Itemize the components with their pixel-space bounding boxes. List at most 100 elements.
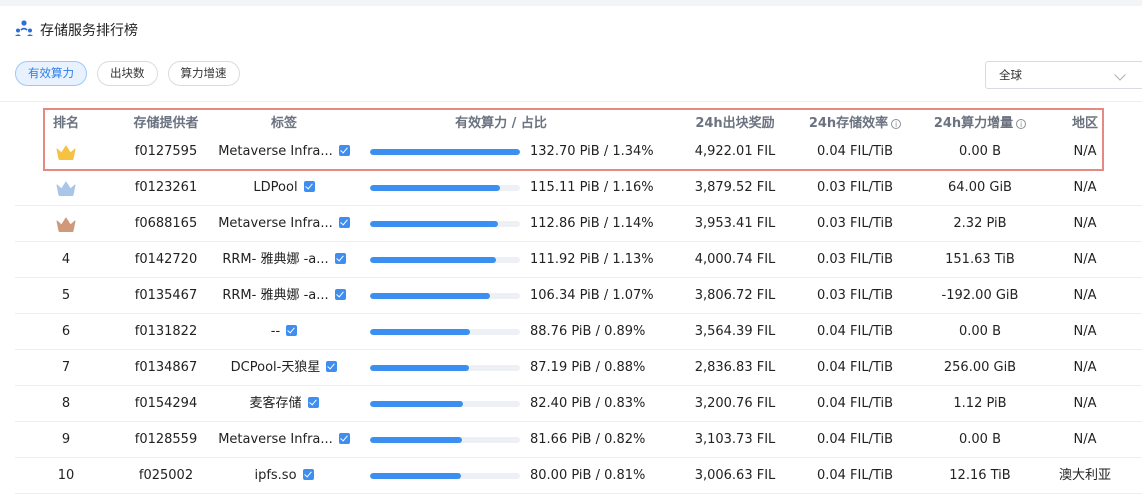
region-value: N/A: [1073, 432, 1097, 447]
table-row[interactable]: f0688165 Metaverse Infra... 112.86 PiB / 1…: [15, 206, 1142, 242]
block-reward-value: 3,103.73 FIL: [694, 432, 776, 447]
tab-effective-power[interactable]: 有效算力: [15, 61, 87, 86]
verified-check-icon: [303, 181, 315, 192]
power-share-bar-fill: [370, 437, 462, 443]
table-row[interactable]: 6 f0131822 -- 88.76 PiB / 0.89% 3,564.39 FIL…: [15, 314, 1142, 350]
power-share-bar-fill: [370, 329, 470, 335]
provider-tag[interactable]: DCPool-天狼星: [213, 350, 355, 386]
ranking-panel: 存储服务排行榜 有效算力 出块数 算力增速 全球: [0, 6, 1142, 500]
provider-tag[interactable]: RRM- 雅典娜 -a...: [213, 242, 355, 278]
provider-id-link[interactable]: f0123261: [134, 180, 198, 195]
column-header-increase[interactable]: 24h算力增量 i: [920, 112, 1040, 131]
provider-id-link[interactable]: f0127595: [134, 144, 198, 159]
column-header-efficiency[interactable]: 24h存储效率 i: [795, 112, 915, 131]
provider-id-link[interactable]: f0134867: [134, 360, 198, 375]
power-share-bar: [370, 458, 520, 494]
effective-power-value: 115.11 PiB / 1.16%: [530, 180, 654, 195]
panel-header: 存储服务排行榜: [14, 20, 138, 40]
divider: [0, 101, 1142, 102]
info-icon[interactable]: i: [1016, 119, 1027, 129]
region-value: N/A: [1073, 360, 1097, 375]
rank-number: 5: [61, 288, 71, 303]
region-value: 澳大利亚: [1058, 468, 1111, 483]
chevron-down-icon: [1114, 69, 1126, 81]
power-share-bar-fill: [370, 185, 500, 191]
region-select[interactable]: 全球: [985, 61, 1142, 89]
power-increase-value: -192.00 GiB: [941, 288, 1019, 303]
provider-id-link[interactable]: f0128559: [134, 432, 198, 447]
provider-tag-label: --: [270, 324, 281, 339]
metric-tabs: 有效算力 出块数 算力增速: [15, 61, 240, 86]
verified-check-icon: [338, 217, 350, 228]
rank-number: 6: [61, 324, 71, 339]
power-share-bar: [370, 242, 520, 278]
column-header-power[interactable]: 有效算力 / 占比: [455, 116, 547, 131]
table-row[interactable]: 4 f0142720 RRM- 雅典娜 -a... 111.92 PiB / 1.13…: [15, 242, 1142, 278]
table-row[interactable]: 9 f0128559 Metaverse Infra... 81.66 PiB / 0…: [15, 422, 1142, 458]
verified-check-icon: [338, 433, 350, 444]
provider-id-link[interactable]: f0154294: [134, 396, 198, 411]
provider-id-link[interactable]: f0135467: [134, 288, 198, 303]
region-value: N/A: [1073, 180, 1097, 195]
provider-tag[interactable]: Metaverse Infra...: [213, 422, 355, 458]
power-share-bar: [370, 314, 520, 350]
table-row[interactable]: 7 f0134867 DCPool-天狼星 87.19 PiB / 0.88% 2,83…: [15, 350, 1142, 386]
storage-efficiency-value: 0.04 FIL/TiB: [816, 396, 894, 411]
block-reward-value: 3,879.52 FIL: [694, 180, 776, 195]
provider-tag[interactable]: Metaverse Infra...: [213, 206, 355, 242]
tab-blocks[interactable]: 出块数: [97, 61, 158, 86]
effective-power-value: 106.34 PiB / 1.07%: [530, 288, 654, 303]
storage-efficiency-value: 0.03 FIL/TiB: [816, 216, 894, 231]
verified-check-icon: [338, 145, 350, 156]
column-header-tag: 标签: [270, 116, 297, 131]
provider-tag[interactable]: ipfs.so: [213, 458, 355, 494]
provider-tag[interactable]: 麦客存储: [213, 386, 355, 422]
provider-tag[interactable]: --: [213, 314, 355, 350]
provider-id-link[interactable]: f0131822: [134, 324, 198, 339]
verified-check-icon: [302, 469, 314, 480]
block-reward-value: 3,006.63 FIL: [694, 468, 776, 483]
column-header-reward[interactable]: 24h出块奖励: [695, 116, 775, 131]
power-share-bar-fill: [370, 401, 463, 407]
tab-power-growth[interactable]: 算力增速: [167, 61, 240, 86]
effective-power-value: 82.40 PiB / 0.83%: [530, 396, 646, 411]
power-share-bar-fill: [370, 365, 469, 371]
power-share-bar: [370, 170, 520, 206]
column-header-efficiency-label: 24h存储效率: [808, 116, 889, 131]
effective-power-value: 88.76 PiB / 0.89%: [530, 324, 646, 339]
provider-tag-label: Metaverse Infra...: [218, 432, 333, 447]
power-increase-value: 64.00 GiB: [948, 180, 1012, 195]
provider-id-link[interactable]: f0688165: [134, 216, 198, 231]
table-row[interactable]: 10 f025002 ipfs.so 80.00 PiB / 0.81% 3,006.6…: [15, 458, 1142, 494]
effective-power-value: 111.92 PiB / 1.13%: [530, 252, 654, 267]
power-share-bar: [370, 350, 520, 386]
power-share-bar: [370, 206, 520, 242]
column-header-region: 地区: [1071, 116, 1098, 131]
power-increase-value: 2.32 PiB: [953, 216, 1007, 231]
column-header-provider: 存储提供者: [133, 116, 199, 131]
provider-id-link[interactable]: f0142720: [134, 252, 198, 267]
rank-number: 8: [61, 396, 71, 411]
provider-tag[interactable]: LDPool: [213, 170, 355, 206]
provider-tag[interactable]: Metaverse Infra...: [213, 134, 355, 170]
power-increase-value: 12.16 TiB: [949, 468, 1011, 483]
power-increase-value: 0.00 B: [959, 432, 1001, 447]
block-reward-value: 3,200.76 FIL: [694, 396, 776, 411]
provider-tag[interactable]: RRM- 雅典娜 -a...: [213, 278, 355, 314]
power-share-bar: [370, 278, 520, 314]
power-share-bar-fill: [370, 221, 498, 227]
storage-efficiency-value: 0.03 FIL/TiB: [816, 180, 894, 195]
table-row[interactable]: 5 f0135467 RRM- 雅典娜 -a... 106.34 PiB / 1.07…: [15, 278, 1142, 314]
region-value: N/A: [1073, 216, 1097, 231]
provider-tag-label: RRM- 雅典娜 -a...: [222, 252, 329, 267]
rank-number: 4: [61, 252, 71, 267]
provider-id-link[interactable]: f025002: [138, 468, 194, 483]
highlight-box: [43, 108, 1104, 171]
power-increase-value: 151.63 TiB: [945, 252, 1015, 267]
table-row[interactable]: f0123261 LDPool 115.11 PiB / 1.16% 3,879.52…: [15, 170, 1142, 206]
gold-crown-icon: [55, 143, 77, 161]
info-icon[interactable]: i: [891, 119, 902, 129]
table-row[interactable]: f0127595 Metaverse Infra... 132.70 PiB / 1…: [15, 134, 1142, 170]
effective-power-value: 132.70 PiB / 1.34%: [530, 144, 654, 159]
table-row[interactable]: 8 f0154294 麦客存储 82.40 PiB / 0.83% 3,200.76 F…: [15, 386, 1142, 422]
